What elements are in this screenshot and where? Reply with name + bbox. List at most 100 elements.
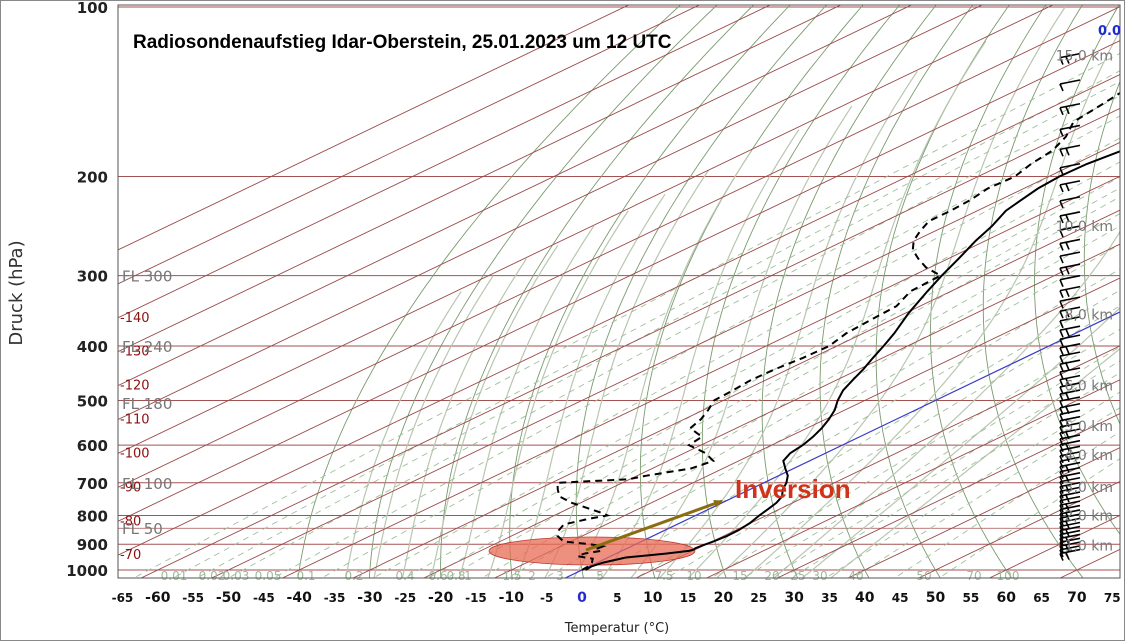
wind-barb-flag <box>1065 537 1070 545</box>
isotherm-line <box>118 5 772 319</box>
height-label: 4,0 km <box>1065 448 1113 464</box>
isotherm-tick-label: -90 <box>120 480 141 495</box>
x-tick-label: 65 <box>1033 591 1050 605</box>
wind-barb-staff <box>1059 445 1081 452</box>
x-tick-label: 15 <box>680 591 697 605</box>
mixing-ratio-line <box>743 346 1120 578</box>
mixing-ratio-label: 0.6 <box>428 569 447 583</box>
wind-barb-flag <box>1059 107 1064 116</box>
wind-barb-staff <box>1059 325 1081 331</box>
isotherm-line <box>118 6 1120 488</box>
wind-barb <box>1059 504 1081 517</box>
wind-barb-staff <box>1059 316 1081 322</box>
wind-barb <box>1059 451 1081 464</box>
isotherm-tick-label: -70 <box>120 548 141 563</box>
mixing-ratio-label: 25 <box>790 569 805 583</box>
mixing-ratio-label: 0.2 <box>344 569 363 583</box>
wind-barb-staff <box>1059 471 1081 478</box>
height-label: 10,0 km <box>1056 219 1113 235</box>
wind-barb-staff <box>1059 451 1081 457</box>
wind-barb <box>1059 461 1081 474</box>
x-tick-label: -55 <box>182 591 204 605</box>
wind-barb-flag <box>1065 431 1070 440</box>
isotherm-tick-label: -100 <box>120 446 150 461</box>
height-label: 5,0 km <box>1065 419 1113 435</box>
wind-barb-flag <box>1059 460 1064 469</box>
wind-barb-flag <box>1059 481 1064 490</box>
wind-barb <box>1059 537 1081 550</box>
wind-barb <box>1059 102 1081 116</box>
y-axis-label: Druck (hPa) <box>6 240 27 345</box>
x-tick-label: 20 <box>714 590 734 606</box>
isotherm-line <box>847 447 1120 578</box>
y-tick-label: 600 <box>77 437 108 455</box>
mixing-ratio-label: 70 <box>966 569 981 583</box>
wind-barb-flag <box>1059 553 1064 561</box>
isotherm-tick-label: -130 <box>120 345 150 360</box>
wind-barb-staff <box>1059 537 1081 544</box>
wind-barb-staff <box>1059 359 1081 365</box>
wind-barb <box>1059 509 1081 522</box>
x-tick-label: 0 <box>577 590 587 606</box>
wind-barb-flag <box>1059 444 1064 453</box>
mixing-ratio-line <box>272 115 1120 578</box>
x-tick-label: -40 <box>287 590 313 606</box>
wind-barb-flag <box>1059 413 1064 422</box>
mixing-ratio-label: 1.5 <box>502 569 521 583</box>
mixing-ratio-label: 0.05 <box>255 569 282 583</box>
wind-barb-flag <box>1065 378 1070 386</box>
wind-barb <box>1059 52 1081 65</box>
wind-barb-flag <box>1059 549 1064 558</box>
y-tick-label: 300 <box>77 268 108 286</box>
x-tick-label: -30 <box>357 590 383 606</box>
wind-barb-flag <box>1065 183 1070 192</box>
wind-barb-flag <box>1065 392 1070 401</box>
wind-barb-staff <box>1059 334 1081 340</box>
mixing-ratio-line <box>172 70 1120 578</box>
wind-barb-flag <box>1059 495 1064 504</box>
wind-barb-flag <box>1059 379 1064 387</box>
mixing-ratio-label: 15 <box>732 569 747 583</box>
wind-barb-flag <box>1059 363 1064 372</box>
x-tick-label: 70 <box>1067 590 1087 606</box>
dewpoint-profile <box>556 91 1120 571</box>
overlay-layer <box>585 52 1081 561</box>
wind-barb-staff <box>1059 196 1081 202</box>
wind-barb-flag <box>1059 184 1064 193</box>
moist-adiabat <box>715 6 1066 578</box>
dry-adiabat <box>1083 80 1120 426</box>
wind-barb-flag <box>1059 471 1064 480</box>
isotherm-line <box>281 175 1120 578</box>
wind-barb-flag <box>1059 509 1064 517</box>
wind-top-value: 0.0 <box>1098 24 1121 39</box>
y-tick-label: 900 <box>77 536 108 554</box>
mixing-ratio-label: 30 <box>812 569 827 583</box>
height-label: 15,0 km <box>1056 49 1113 65</box>
flight-level-label: FL 240 <box>122 338 172 356</box>
dry-adiabat <box>875 5 1010 578</box>
wind-barb-staff <box>1059 541 1081 547</box>
wind-barb-flag <box>1059 476 1064 485</box>
wind-barb-flag <box>1059 149 1064 157</box>
wind-barb-flag <box>1059 438 1064 447</box>
wind-barb-flag <box>1065 148 1070 156</box>
mixing-ratio-label: 0.1 <box>296 569 315 583</box>
wind-barb-staff <box>1059 529 1081 536</box>
dry-adiabat <box>368 5 718 578</box>
wind-barb-staff <box>1059 124 1081 131</box>
wind-barb-flag <box>1059 57 1064 65</box>
wind-barb-flag <box>1059 526 1064 534</box>
x-tick-label: 45 <box>892 591 909 605</box>
flight-level-label: FL 180 <box>122 395 172 413</box>
mixing-ratio-label: 5 <box>596 569 604 583</box>
mixing-ratio-line <box>635 289 1120 578</box>
wind-barb-staff <box>1059 466 1081 473</box>
wind-barb <box>1059 144 1081 157</box>
dry-adiabat <box>982 5 1084 578</box>
mixing-ratio-label: 10 <box>686 569 701 583</box>
wind-barb-flag <box>1065 503 1070 512</box>
x-tick-label: 40 <box>855 590 875 606</box>
wind-barb-staff <box>1059 52 1081 59</box>
wind-barb-staff <box>1059 491 1081 497</box>
wind-barb <box>1059 238 1081 251</box>
